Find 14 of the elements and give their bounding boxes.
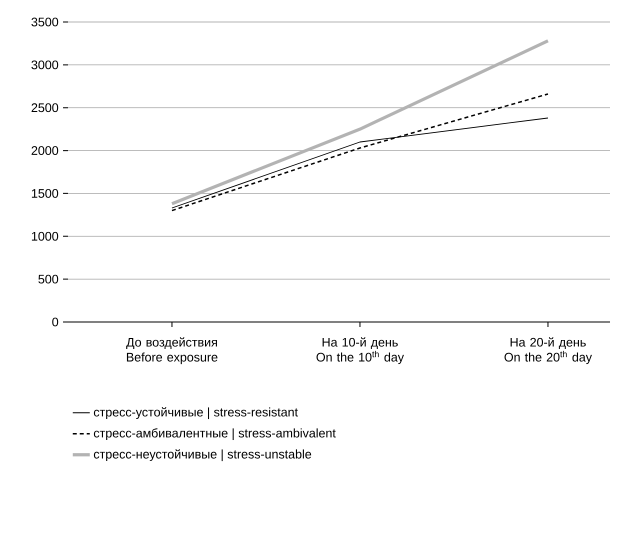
y-tick-label: 3000 xyxy=(31,60,58,70)
y-tick-label: 0 xyxy=(52,318,58,326)
x-tick-label: На 10-й день On the 10$^{th}$ day xyxy=(316,337,404,364)
legend-label: стресс-неустойчивые | stress-unstable xyxy=(94,449,312,462)
y-tick-label: 2500 xyxy=(32,103,58,112)
x-tick-label: На 20-й день On the 20$^{th}$ day xyxy=(504,337,592,364)
y-tick-label: 1500 xyxy=(32,189,58,198)
y-tick-label: 2000 xyxy=(32,146,58,155)
legend-label: стресс-амбивалентные | stress-ambivalent xyxy=(94,428,336,440)
y-tick-label: 1000 xyxy=(32,232,58,241)
legend-label: стресс-устойчивые | stress-resistant xyxy=(94,407,298,420)
y-tick-label: 3500 xyxy=(31,18,58,26)
y-tick-label: 500 xyxy=(38,274,58,284)
x-tick-label: До воздействия Before exposure xyxy=(126,337,218,364)
